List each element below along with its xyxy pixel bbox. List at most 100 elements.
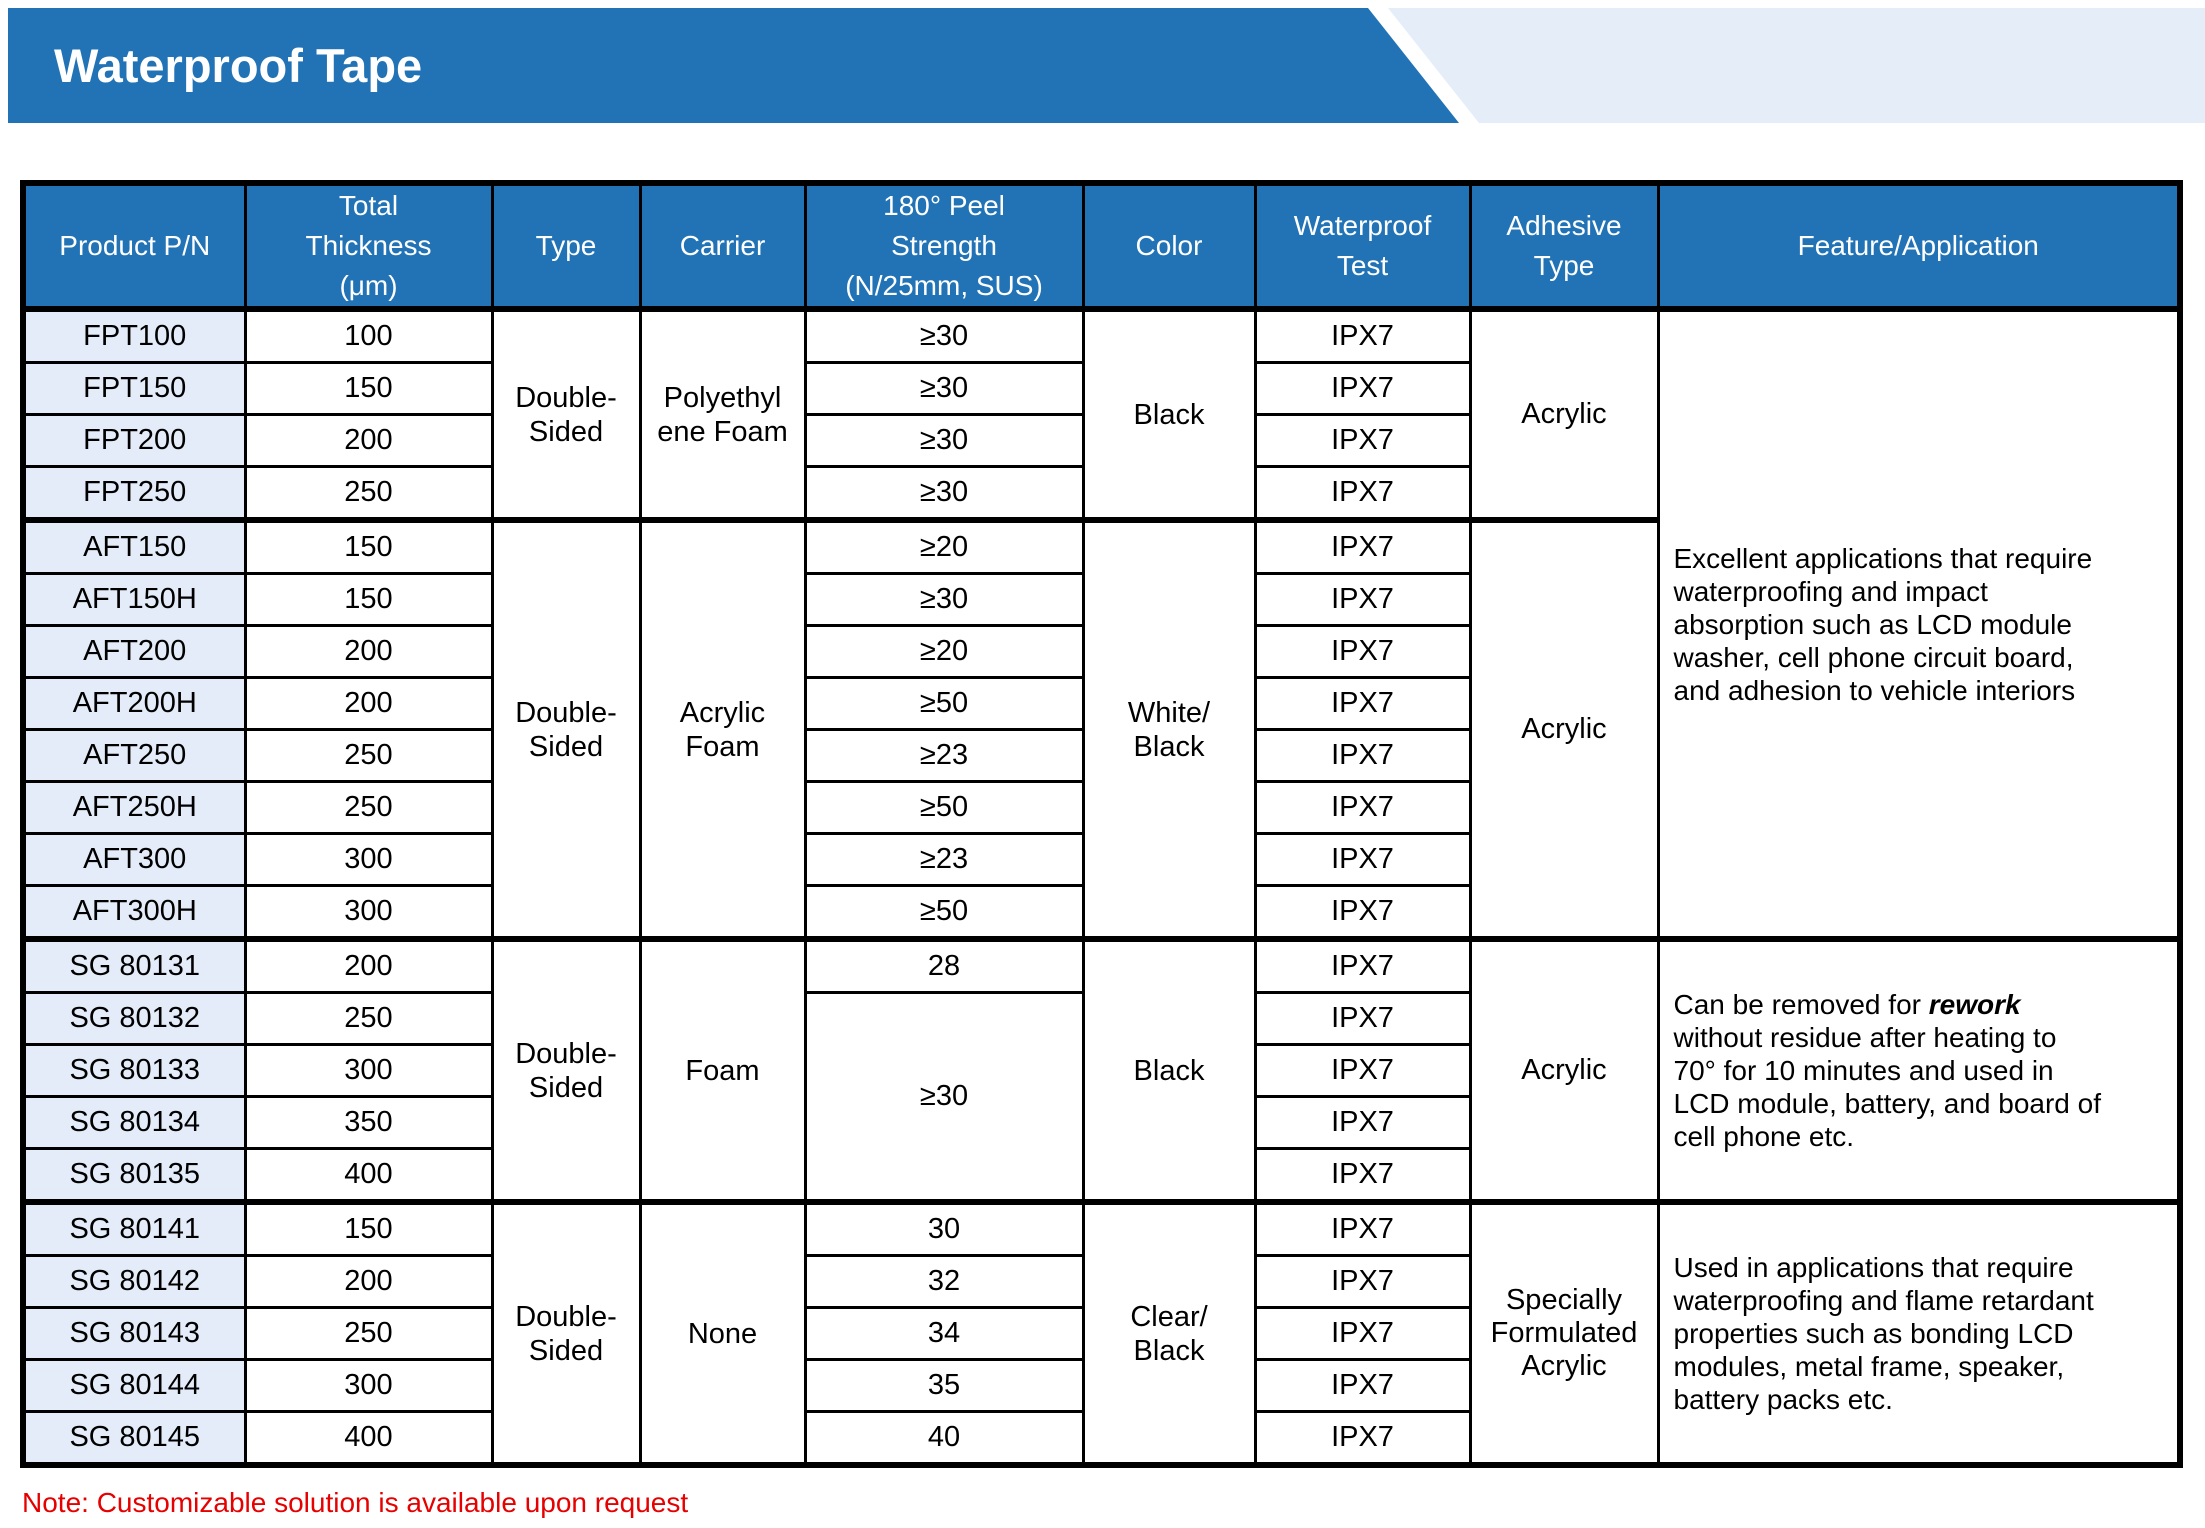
waterproof-test-cell: IPX7 xyxy=(1253,676,1472,731)
waterproof-test-cell: IPX7 xyxy=(1253,624,1472,679)
feature-line: Can be removed for rework xyxy=(1674,988,2168,1021)
header-line: Type xyxy=(1533,250,1595,281)
carrier-cell: Polyethyl ene Foam xyxy=(638,307,807,522)
adhesive-type-cell: Specially Formulated Acrylic xyxy=(1468,1199,1660,1467)
peel-strength-cell: ≥50 xyxy=(803,780,1085,835)
waterproof-test-cell: IPX7 xyxy=(1253,1095,1472,1150)
type-cell: Double- Sided xyxy=(490,1199,642,1467)
thickness-cell: 400 xyxy=(243,1147,494,1204)
peel-strength-cell: 28 xyxy=(803,936,1085,994)
spec-table: Product P/N Total Thickness (μm) Type Carr… xyxy=(20,180,2183,1468)
header-line: Product P/N xyxy=(59,230,211,261)
header-line: Waterproof xyxy=(1293,210,1432,241)
table-row: AFT300H 300 ≥50 IPX7 xyxy=(21,884,2180,941)
peel-strength-cell: 30 xyxy=(803,1199,1085,1257)
feature-line: Used in applications that require xyxy=(1673,1252,2074,1283)
table-row: FPT200 200 ≥30 IPX7 xyxy=(21,413,2180,468)
waterproof-test-cell: IPX7 xyxy=(1253,361,1472,416)
product-pn-cell: AFT150 xyxy=(21,517,247,575)
product-pn-cell: AFT200H xyxy=(21,676,247,731)
peel-strength-cell: 34 xyxy=(803,1306,1085,1361)
feature-line: washer, cell phone circuit board, xyxy=(1673,641,2074,673)
peel-strength-cell: ≥50 xyxy=(803,676,1085,731)
cell-line: Sided xyxy=(528,415,604,448)
table-row: SG 80131 200 Double- Sided Foam 28 Black … xyxy=(21,936,2182,1204)
column-header-adhesive-type: Adhesive Type xyxy=(1468,181,1660,312)
product-pn-cell: AFT300 xyxy=(21,832,247,887)
cell-line: Double- xyxy=(515,381,617,414)
waterproof-test-cell: IPX7 xyxy=(1253,572,1472,627)
table-row: AFT150 150 Double- Sided Acrylic Foam ≥20 … xyxy=(21,517,2180,941)
product-pn-cell: FPT250 xyxy=(21,465,247,522)
thickness-cell: 150 xyxy=(243,1199,494,1257)
waterproof-test-cell: IPX7 xyxy=(1253,780,1472,835)
cell-line: Clear/ xyxy=(1130,1300,1208,1333)
feature-line: waterproofing and impact xyxy=(1673,575,1988,607)
adhesive-type-cell: Acrylic xyxy=(1468,936,1660,1204)
table-row: AFT250H 250 ≥50 IPX7 xyxy=(21,780,2180,835)
thickness-cell: 250 xyxy=(243,991,494,1046)
peel-strength-cell: ≥50 xyxy=(803,884,1085,941)
table-row: SG 80135 400 IPX7 xyxy=(21,1147,2180,1204)
cell-line: Foam xyxy=(685,730,760,763)
header-row: Product P/N Total Thickness (μm) Type Carr… xyxy=(21,181,2182,312)
feature-text: Can be removed for xyxy=(1673,989,1929,1020)
cell-line: Black xyxy=(1133,730,1205,763)
waterproof-test-cell: IPX7 xyxy=(1253,465,1472,522)
product-pn-cell: AFT300H xyxy=(21,884,247,941)
table-row: SG 80143 250 34 IPX7 xyxy=(21,1306,2180,1361)
thickness-cell: 200 xyxy=(243,413,494,468)
table-row: SG 80132 250 ≥30 IPX7 xyxy=(21,991,2180,1204)
feature-line: battery packs etc. xyxy=(1673,1384,1893,1415)
waterproof-test-cell: IPX7 xyxy=(1253,1306,1472,1361)
product-pn-cell: SG 80131 xyxy=(21,936,247,994)
color-cell: White/Black xyxy=(1081,517,1257,941)
thickness-cell: 350 xyxy=(243,1095,494,1150)
feature-line: Excellent applications that require xyxy=(1673,542,2093,574)
thickness-cell: 300 xyxy=(243,884,494,941)
product-pn-cell: SG 80135 xyxy=(21,1147,247,1204)
table-row: SG 80145 400 40 IPX7 xyxy=(21,1410,2180,1467)
cell-line: Polyethyl xyxy=(663,381,782,414)
column-header-waterproof-test: Waterproof Test xyxy=(1253,181,1472,312)
thickness-cell: 100 xyxy=(243,307,494,364)
product-pn-cell: FPT100 xyxy=(21,307,247,364)
table-row: AFT300 300 ≥23 IPX7 xyxy=(21,832,2180,887)
peel-strength-cell: ≥30 xyxy=(803,361,1085,416)
feature-line: and adhesion to vehicle interiors xyxy=(1673,674,2076,706)
feature-line: properties such as bonding LCD xyxy=(1673,1318,2074,1349)
table-row: FPT150 150 ≥30 IPX7 xyxy=(21,361,2180,416)
table-row: FPT250 250 ≥30 IPX7 xyxy=(21,465,2180,522)
header-line: Strength xyxy=(891,230,997,261)
cell-line: Foam xyxy=(685,1054,760,1087)
peel-strength-cell: ≥23 xyxy=(803,832,1085,887)
header-line: Total xyxy=(338,190,399,221)
peel-strength-cell: ≥30 xyxy=(803,991,1085,1204)
product-pn-cell: FPT200 xyxy=(21,413,247,468)
table-row: AFT250 250 ≥23 IPX7 xyxy=(21,728,2180,783)
waterproof-test-cell: IPX7 xyxy=(1253,1199,1472,1257)
product-pn-cell: SG 80144 xyxy=(21,1358,247,1413)
column-header-carrier: Carrier xyxy=(638,181,807,312)
type-cell: Double- Sided xyxy=(490,936,642,1204)
column-header-thickness: Total Thickness (μm) xyxy=(243,181,494,312)
table-row: SG 80144 300 35 IPX7 xyxy=(21,1358,2180,1413)
feature-line: without residue after heating to xyxy=(1673,1022,2057,1053)
feature-line: cell phone etc. xyxy=(1673,1121,1855,1152)
thickness-cell: 150 xyxy=(243,572,494,627)
thickness-cell: 250 xyxy=(243,728,494,783)
feature-cell: Can be removed for rework without residu… xyxy=(1656,936,2182,1204)
page-title: Waterproof Tape xyxy=(54,39,423,92)
table-row: SG 80133 300 IPX7 xyxy=(21,1043,2180,1098)
cell-line: Sided xyxy=(528,730,604,763)
carrier-cell: Acrylic Foam xyxy=(638,517,807,941)
table-row: AFT200 200 ≥20 IPX7 xyxy=(21,624,2180,679)
column-header-type: Type xyxy=(490,181,642,312)
thickness-cell: 300 xyxy=(243,1358,494,1413)
product-pn-cell: AFT250H xyxy=(21,780,247,835)
cell-line: Double- xyxy=(515,1037,617,1070)
header-line: Carrier xyxy=(679,230,766,261)
header-line: Feature/Application xyxy=(1797,230,2039,261)
product-pn-cell: SG 80142 xyxy=(21,1254,247,1309)
product-pn-cell: SG 80133 xyxy=(21,1043,247,1098)
